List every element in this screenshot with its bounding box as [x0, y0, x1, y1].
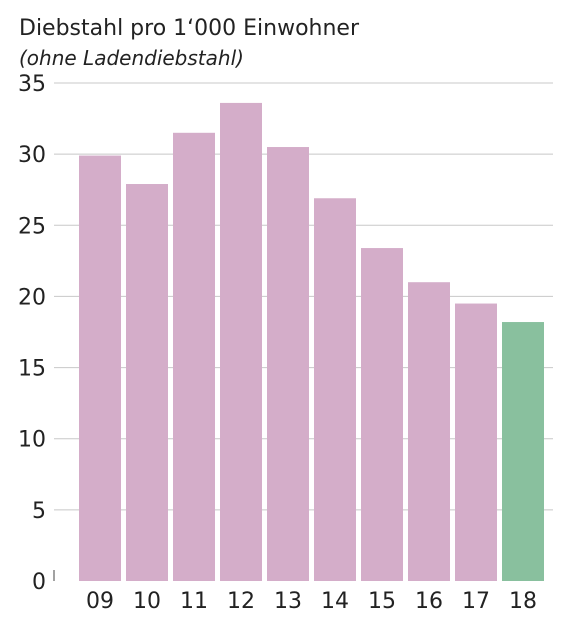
x-tick-label: 12 [227, 589, 255, 614]
x-tick-label: 17 [462, 589, 490, 614]
bar-16 [408, 282, 450, 581]
y-tick-label: 0 [32, 570, 46, 595]
y-tick-label: 10 [18, 428, 46, 453]
bar-09 [79, 155, 121, 581]
x-tick-label: 18 [509, 589, 537, 614]
bar-15 [361, 248, 403, 581]
bar-14 [314, 198, 356, 581]
bar-11 [173, 132, 215, 582]
y-tick-label: 30 [18, 143, 46, 168]
x-tick-label: 10 [133, 589, 161, 614]
y-tick-label: 25 [18, 214, 46, 239]
x-tick-label: 16 [415, 589, 443, 614]
y-tick-label: 35 [18, 72, 46, 97]
y-tick-label: 15 [18, 357, 46, 382]
x-tick-label: 13 [274, 589, 302, 614]
x-tick-label: 09 [86, 589, 114, 614]
bar-12 [220, 102, 262, 582]
x-tick-label: 11 [180, 589, 208, 614]
x-tick-label: 15 [368, 589, 396, 614]
chart-title: Diebstahl pro 1‘000 Einwohner [19, 16, 360, 41]
y-tick-label: 5 [32, 499, 46, 524]
bars [79, 102, 544, 582]
x-tick-label: 14 [321, 589, 349, 614]
chart-subtitle: (ohne Ladendiebstahl) [19, 46, 244, 70]
bar-18 [502, 322, 544, 581]
bar-10 [126, 184, 168, 581]
y-axis-tick-labels: 0 5 10 15 20 25 30 35 [18, 72, 46, 595]
y-tick-label: 20 [18, 285, 46, 310]
bar-17 [455, 303, 497, 581]
bar-13 [267, 147, 309, 581]
x-axis-tick-labels: 09 10 11 12 13 14 15 16 17 18 [86, 589, 537, 614]
